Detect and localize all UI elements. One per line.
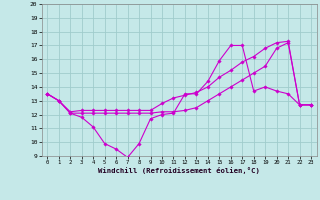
X-axis label: Windchill (Refroidissement éolien,°C): Windchill (Refroidissement éolien,°C): [98, 167, 260, 174]
